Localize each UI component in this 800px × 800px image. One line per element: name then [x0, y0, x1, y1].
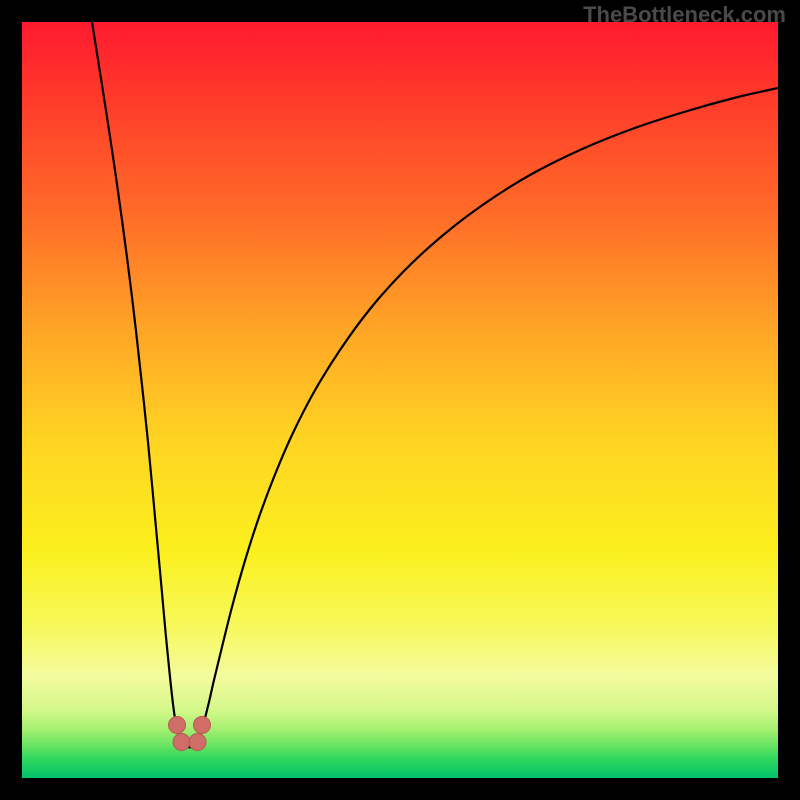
highlight-marker	[173, 734, 190, 751]
plot-area	[22, 22, 778, 778]
highlight-marker	[169, 717, 186, 734]
highlight-marker	[194, 717, 211, 734]
curve-layer	[22, 22, 778, 778]
highlight-markers	[169, 717, 211, 751]
bottleneck-curve	[92, 22, 778, 747]
highlight-marker	[189, 734, 206, 751]
watermark-text: TheBottleneck.com	[583, 2, 786, 28]
